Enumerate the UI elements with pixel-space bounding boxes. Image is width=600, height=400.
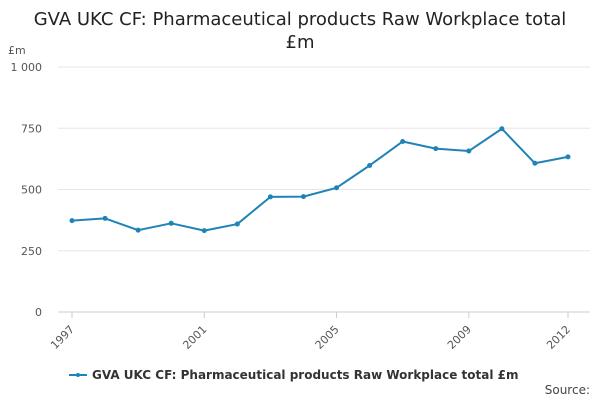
data-point (400, 138, 406, 144)
y-tick-label: 1 000 (11, 61, 43, 74)
y-tick-label: 500 (21, 184, 42, 197)
data-point (565, 154, 571, 160)
series-line (71, 127, 569, 232)
legend-series-marker (68, 367, 88, 383)
data-point (499, 126, 505, 132)
data-point (267, 194, 273, 200)
y-tick-label: 250 (21, 245, 42, 258)
y-tick-label: 750 (21, 122, 42, 135)
data-point (367, 162, 373, 168)
x-tick-label: 2009 (445, 323, 474, 352)
chart-title-line-1: GVA UKC CF: Pharmaceutical products Raw … (33, 9, 567, 30)
legend[interactable]: GVA UKC CF: Pharmaceutical products Raw … (68, 367, 519, 383)
data-point (135, 227, 141, 233)
x-tick-label: 1997 (48, 323, 77, 352)
data-point (334, 185, 340, 191)
y-axis-unit-label: £m (8, 44, 26, 57)
chart-title: GVA UKC CF: Pharmaceutical products Raw … (0, 8, 600, 54)
data-point (234, 221, 240, 227)
data-point (466, 148, 472, 154)
y-tick-label: 0 (35, 306, 42, 319)
legend-series-label: GVA UKC CF: Pharmaceutical products Raw … (92, 368, 519, 382)
x-tick-label: 2001 (180, 323, 209, 352)
data-point (69, 218, 75, 224)
x-tick-label: 2005 (313, 323, 342, 352)
x-tick-label: 2012 (544, 323, 573, 352)
data-point (433, 146, 439, 152)
data-point (102, 215, 108, 221)
source-label: Source: (544, 383, 590, 397)
data-point (168, 220, 174, 226)
data-point (300, 194, 306, 200)
chart-title-line-2: £m (285, 32, 315, 53)
data-point (201, 228, 207, 234)
data-point (532, 160, 538, 166)
